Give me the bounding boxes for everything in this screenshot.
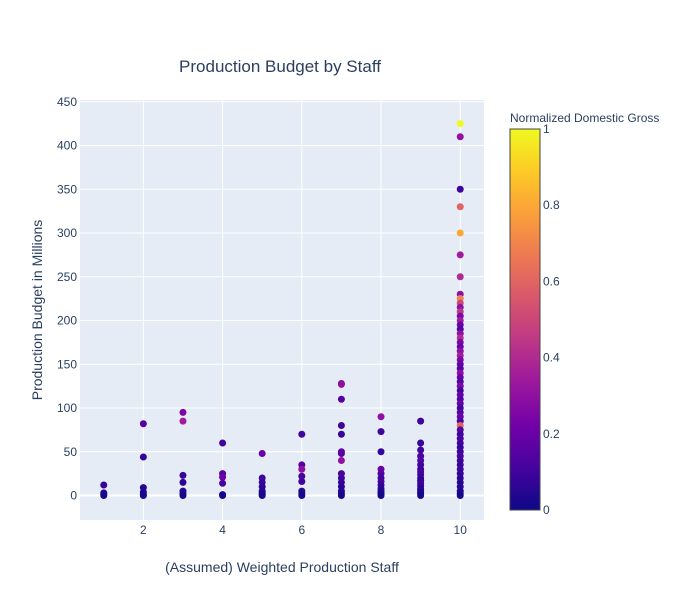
data-point <box>456 492 464 499</box>
chart-title: Production Budget by Staff <box>179 57 381 76</box>
data-point <box>456 120 464 128</box>
data-point <box>219 479 227 487</box>
colorbar-tick-label: 1 <box>543 122 550 136</box>
data-point <box>219 439 227 447</box>
colorbar-tick-label: 0.4 <box>543 351 560 365</box>
y-tick-label: 100 <box>57 401 77 415</box>
data-point <box>179 478 187 486</box>
y-tick-label: 250 <box>57 270 77 284</box>
data-point <box>377 413 385 421</box>
x-tick-label: 10 <box>454 523 468 537</box>
y-tick-labels: 0 50 100 150 200 250 300 350 400 450 <box>57 95 77 503</box>
data-point <box>298 430 306 438</box>
data-point <box>337 450 345 457</box>
x-tick-label: 4 <box>219 523 226 537</box>
y-tick-label: 450 <box>57 95 77 109</box>
data-point <box>417 417 425 425</box>
data-point <box>456 133 464 141</box>
y-tick-label: 350 <box>57 182 77 196</box>
data-point <box>139 420 147 428</box>
y-tick-label: 150 <box>57 357 77 371</box>
colorbar-tick-label: 0 <box>543 503 550 517</box>
colorbar-tick-labels: 0 0.2 0.4 0.6 0.8 1 <box>543 122 560 517</box>
x-tick-label: 8 <box>378 523 385 537</box>
data-point <box>337 422 345 429</box>
colorbar-tick-label: 0.6 <box>543 274 560 288</box>
y-tick-label: 0 <box>70 489 77 503</box>
x-tick-labels: 2 4 6 8 10 <box>140 523 467 537</box>
data-points <box>100 120 464 499</box>
data-point <box>298 465 306 473</box>
data-point <box>417 492 425 499</box>
data-point <box>456 229 464 237</box>
data-point <box>337 457 345 464</box>
data-point <box>298 492 306 499</box>
colorbar-title: Normalized Domestic Gross <box>510 111 659 125</box>
data-point <box>377 448 385 456</box>
data-point <box>337 380 345 388</box>
data-point <box>456 251 464 259</box>
data-point <box>179 417 187 425</box>
data-point <box>219 492 227 499</box>
data-point <box>258 492 266 499</box>
colorbar-tick-label: 0.8 <box>543 198 560 212</box>
data-point <box>456 203 464 211</box>
x-tick-label: 2 <box>140 523 147 537</box>
data-point <box>258 450 266 457</box>
data-point <box>139 492 147 499</box>
data-point <box>337 430 345 438</box>
y-tick-label: 200 <box>57 314 77 328</box>
data-point <box>298 472 306 480</box>
data-point <box>337 395 345 403</box>
y-tick-label: 50 <box>64 445 78 459</box>
colorbar-tick-label: 0.2 <box>543 427 560 441</box>
data-point <box>219 473 227 481</box>
data-point <box>417 439 425 447</box>
data-point <box>298 478 306 485</box>
colorbar <box>509 128 541 511</box>
y-tick-label: 300 <box>57 226 77 240</box>
data-point <box>179 492 187 499</box>
x-tick-label: 6 <box>298 523 305 537</box>
data-point <box>100 481 108 489</box>
data-point <box>100 492 108 499</box>
data-point <box>417 446 425 454</box>
data-point <box>456 273 464 281</box>
y-axis-title: Production Budget in Millions <box>29 220 45 401</box>
data-point <box>179 471 187 479</box>
data-point <box>456 185 464 193</box>
data-point <box>139 453 147 461</box>
y-tick-label: 400 <box>57 139 77 153</box>
data-point <box>377 492 385 499</box>
data-point <box>377 428 385 436</box>
data-point <box>337 492 345 499</box>
plot-area <box>80 100 484 520</box>
data-point <box>179 408 187 416</box>
x-axis-title: (Assumed) Weighted Production Staff <box>165 559 399 575</box>
